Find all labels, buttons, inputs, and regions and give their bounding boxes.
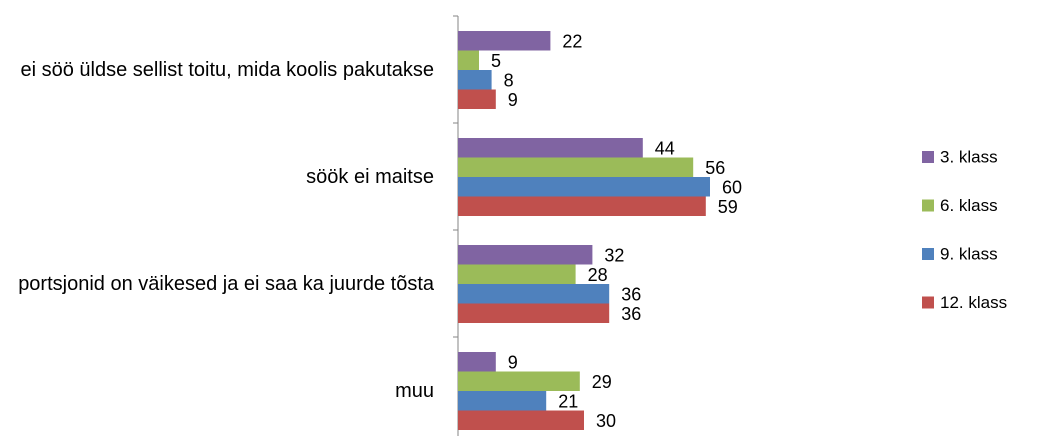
bar <box>458 245 593 265</box>
value-label: 21 <box>558 392 578 412</box>
value-label: 36 <box>621 285 641 305</box>
category-label: söök ei maitse <box>0 123 434 230</box>
legend-label: 9. klass <box>940 244 998 263</box>
bar <box>458 264 576 284</box>
bar <box>458 138 643 158</box>
value-label: 60 <box>722 178 742 198</box>
bar <box>458 177 710 197</box>
value-label: 8 <box>504 71 514 91</box>
value-label: 44 <box>655 139 675 159</box>
legend-label: 12. klass <box>940 293 1007 312</box>
value-label: 9 <box>508 353 518 373</box>
legend-swatch <box>922 151 934 163</box>
bar <box>458 89 496 109</box>
value-label: 28 <box>588 265 608 285</box>
bar <box>458 70 492 90</box>
value-label: 36 <box>621 304 641 324</box>
value-label: 32 <box>604 246 624 266</box>
category-label: portsjonid on väikesed ja ei saa ka juur… <box>0 230 434 337</box>
value-label: 59 <box>718 197 738 217</box>
bar <box>458 284 610 304</box>
category-text: ei söö üldse sellist toitu, mida koolis … <box>20 58 434 81</box>
bar <box>458 196 706 216</box>
bar <box>458 31 551 51</box>
bar <box>458 303 610 323</box>
category-text: portsjonid on väikesed ja ei saa ka juur… <box>18 272 434 295</box>
value-label: 9 <box>508 90 518 110</box>
bar <box>458 371 580 391</box>
bar <box>458 157 694 177</box>
category-label: muu <box>0 337 434 436</box>
category-label: ei söö üldse sellist toitu, mida koolis … <box>0 16 434 123</box>
bar <box>458 391 547 411</box>
bar <box>458 352 496 372</box>
legend-swatch <box>922 199 934 212</box>
value-label: 56 <box>705 158 725 178</box>
value-label: 29 <box>592 372 612 392</box>
category-text: söök ei maitse <box>306 165 434 188</box>
bar <box>458 50 479 70</box>
category-text: muu <box>395 379 434 402</box>
value-label: 30 <box>596 411 616 431</box>
value-label: 22 <box>562 32 582 52</box>
bar <box>458 410 584 430</box>
legend-label: 6. klass <box>940 196 998 215</box>
legend-label: 3. klass <box>940 147 998 166</box>
value-label: 5 <box>491 51 501 71</box>
legend-swatch <box>922 296 934 309</box>
legend-swatch <box>922 248 934 260</box>
